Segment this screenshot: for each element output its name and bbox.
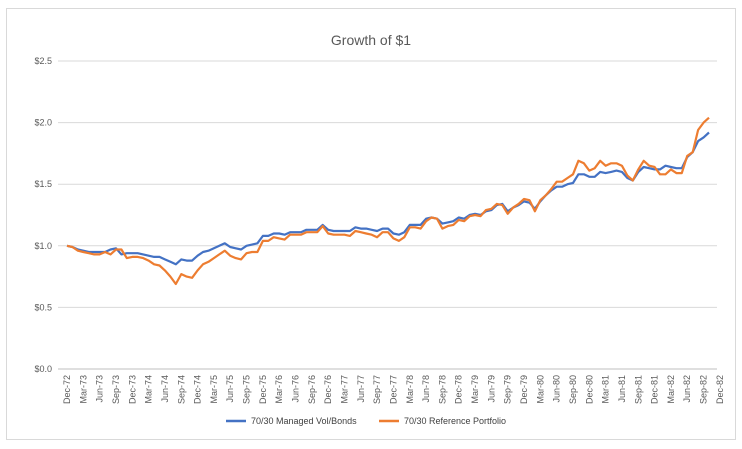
- x-tick-label: Jun-74: [160, 375, 170, 403]
- x-tick-label: Jun-82: [682, 375, 692, 403]
- x-tick-label: Mar-80: [535, 375, 545, 404]
- legend-label: 70/30 Managed Vol/Bonds: [251, 416, 357, 426]
- x-tick-label: Mar-73: [78, 375, 88, 404]
- x-tick-label: Dec-73: [127, 375, 137, 404]
- x-tick-label: Dec-81: [650, 375, 660, 404]
- series-line-reference: [66, 116, 710, 286]
- x-tick-label: Sep-75: [242, 375, 252, 404]
- x-tick-label: Jun-79: [486, 375, 496, 403]
- x-tick-label: Sep-79: [503, 375, 513, 404]
- x-tick-label: Jun-81: [617, 375, 627, 403]
- chart-title: Growth of $1: [331, 32, 411, 48]
- x-tick-label: Sep-82: [699, 375, 709, 404]
- x-tick-label: Sep-77: [372, 375, 382, 404]
- x-tick-label: Dec-80: [584, 375, 594, 404]
- x-tick-label: Sep-78: [437, 375, 447, 404]
- x-tick-label: Sep-80: [568, 375, 578, 404]
- y-tick-label: $2.0: [34, 118, 52, 128]
- x-tick-label: Jun-75: [225, 375, 235, 403]
- line-chart: Growth of $1 $0.0 $0.5 $1.0 $1.5 $2.0 $2.5 De…: [34, 32, 725, 426]
- x-tick-label: Mar-79: [470, 375, 480, 404]
- x-tick-label: Mar-77: [339, 375, 349, 404]
- x-tick-label: Mar-78: [405, 375, 415, 404]
- x-tick-label: Sep-81: [633, 375, 643, 404]
- x-tick-label: Jun-80: [552, 375, 562, 403]
- x-tick-label: Sep-74: [176, 375, 186, 404]
- x-tick-label: Dec-74: [193, 375, 203, 404]
- x-tick-label: Mar-81: [601, 375, 611, 404]
- y-tick-label: $2.5: [34, 56, 52, 66]
- series-lines: [66, 116, 710, 286]
- x-tick-label: Mar-82: [666, 375, 676, 404]
- x-tick-label: Jun-78: [421, 375, 431, 403]
- y-tick-label: $1.0: [34, 241, 52, 251]
- legend: 70/30 Managed Vol/Bonds 70/30 Reference P…: [226, 416, 506, 426]
- x-tick-label: Mar-75: [209, 375, 219, 404]
- x-tick-label: Dec-78: [454, 375, 464, 404]
- x-tick-label: Mar-74: [144, 375, 154, 404]
- series-line-managed-vol: [66, 131, 710, 266]
- y-tick-label: $0.0: [34, 364, 52, 374]
- chart-frame: Growth of $1 $0.0 $0.5 $1.0 $1.5 $2.0 $2.5 De…: [6, 8, 736, 440]
- x-tick-label: Dec-75: [258, 375, 268, 404]
- x-axis-ticks: Dec-72 Mar-73 Jun-73 Sep-73 Dec-73 Mar-74 Jun-…: [62, 375, 725, 404]
- x-tick-label: Dec-77: [388, 375, 398, 404]
- gridlines: [58, 60, 717, 370]
- y-axis-ticks: $0.0 $0.5 $1.0 $1.5 $2.0 $2.5: [34, 56, 52, 374]
- x-tick-label: Jun-76: [291, 375, 301, 403]
- x-tick-label: Dec-72: [62, 375, 72, 404]
- y-tick-label: $0.5: [34, 302, 52, 312]
- x-tick-label: Mar-76: [274, 375, 284, 404]
- x-tick-label: Dec-76: [323, 375, 333, 404]
- x-tick-label: Jun-73: [95, 375, 105, 403]
- x-tick-label: Dec-79: [519, 375, 529, 404]
- x-tick-label: Dec-82: [715, 375, 725, 404]
- x-tick-label: Sep-76: [307, 375, 317, 404]
- y-tick-label: $1.5: [34, 179, 52, 189]
- x-tick-label: Sep-73: [111, 375, 121, 404]
- legend-label: 70/30 Reference Portfolio: [404, 416, 506, 426]
- x-tick-label: Jun-77: [356, 375, 366, 403]
